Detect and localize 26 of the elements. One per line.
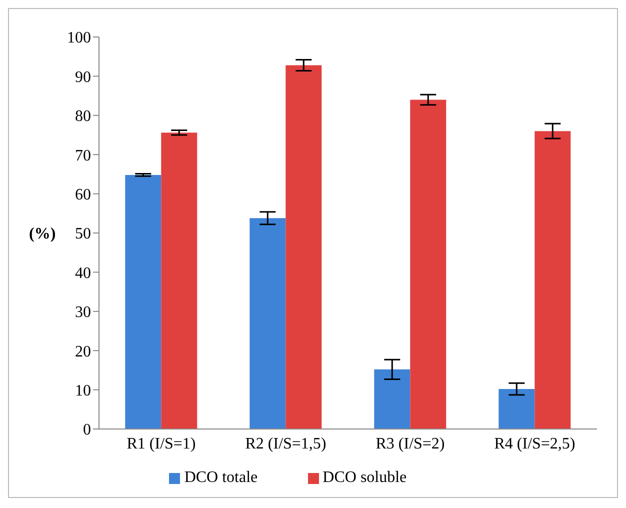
y-tick-label: 60 <box>75 186 91 204</box>
y-tick-label: 40 <box>75 264 91 282</box>
bar <box>286 65 322 429</box>
x-tick-label: R2 (I/S=1,5) <box>245 435 326 452</box>
y-tick-label: 100 <box>67 30 91 47</box>
y-tick-label: 30 <box>75 304 91 322</box>
y-tick-label: 20 <box>75 343 91 360</box>
y-tick-label: 70 <box>75 147 91 164</box>
bar <box>125 174 162 429</box>
legend-label: DCO totale <box>184 469 258 486</box>
y-axis-title: (%) <box>29 226 56 243</box>
bar <box>410 100 446 429</box>
y-tick-label: 90 <box>75 68 91 86</box>
bar <box>161 132 198 429</box>
y-tick-label: 10 <box>75 382 91 400</box>
bar <box>498 389 535 429</box>
y-tick-label: 50 <box>75 226 91 243</box>
bar <box>250 218 286 429</box>
x-tick-label: R1 (I/S=1) <box>126 435 196 452</box>
bar <box>534 131 571 429</box>
x-tick-label: R3 (I/S=2) <box>376 435 445 452</box>
y-tick-label: 80 <box>75 108 91 126</box>
y-tick-label: 0 <box>83 422 91 439</box>
x-tick-label: R4 (I/S=2,5) <box>494 435 576 452</box>
bar <box>374 369 410 429</box>
legend-label: DCO soluble <box>322 469 407 486</box>
